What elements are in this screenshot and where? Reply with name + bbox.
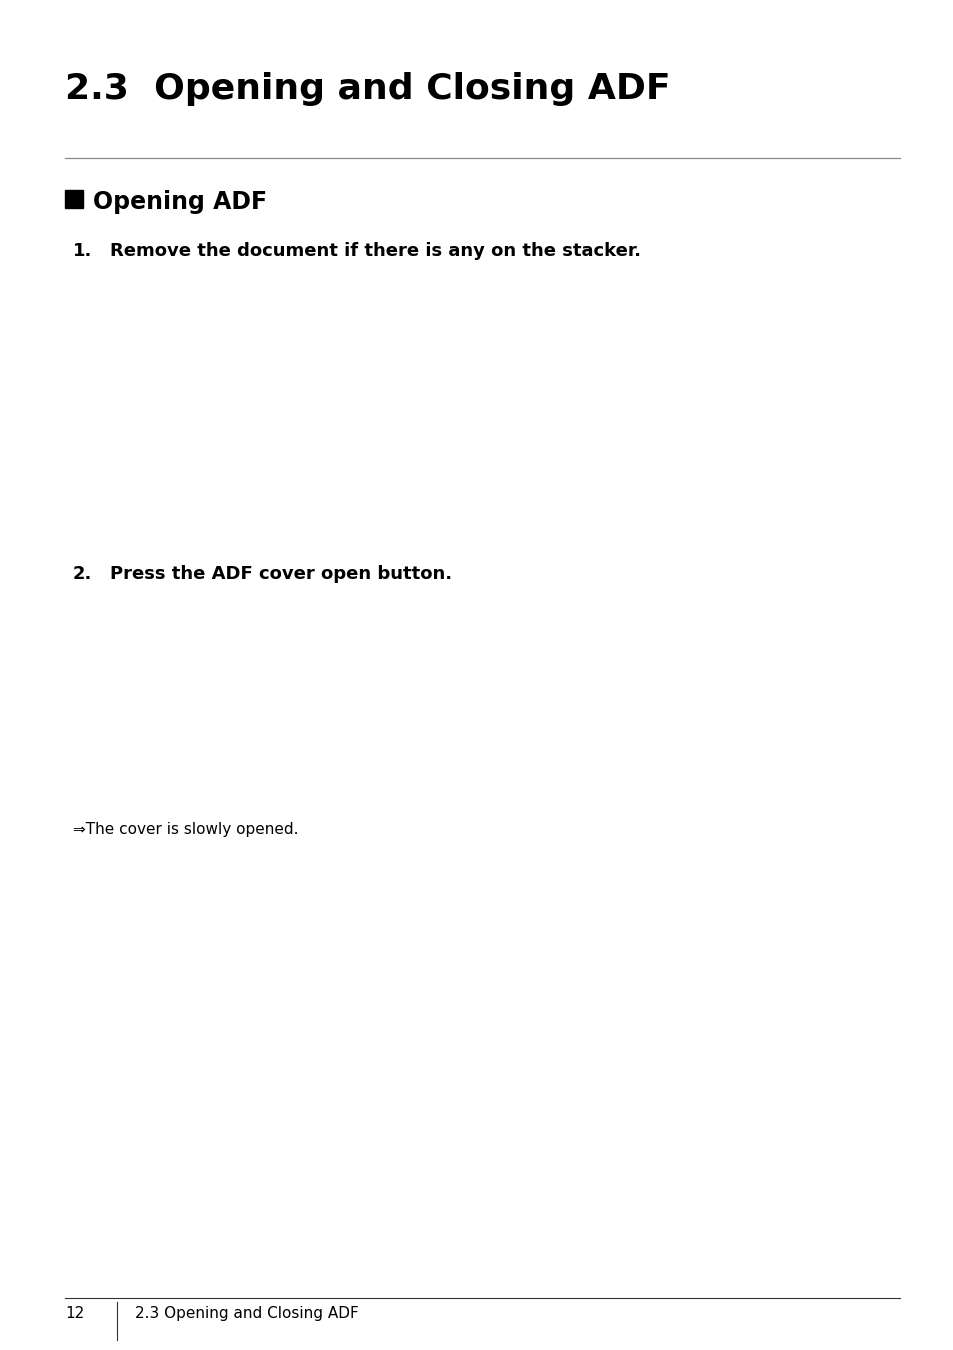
Text: 2.3 Opening and Closing ADF: 2.3 Opening and Closing ADF — [135, 1305, 358, 1322]
Text: ⇒The cover is slowly opened.: ⇒The cover is slowly opened. — [73, 822, 298, 837]
Text: 2.: 2. — [73, 566, 92, 583]
Text: Press the ADF cover open button.: Press the ADF cover open button. — [110, 566, 452, 583]
Text: Remove the document if there is any on the stacker.: Remove the document if there is any on t… — [110, 242, 640, 261]
Text: 12: 12 — [65, 1305, 84, 1322]
Text: 1.: 1. — [73, 242, 92, 261]
Bar — [65, 190, 83, 208]
Text: 2.3  Opening and Closing ADF: 2.3 Opening and Closing ADF — [65, 72, 670, 107]
Text: Opening ADF: Opening ADF — [92, 190, 267, 215]
